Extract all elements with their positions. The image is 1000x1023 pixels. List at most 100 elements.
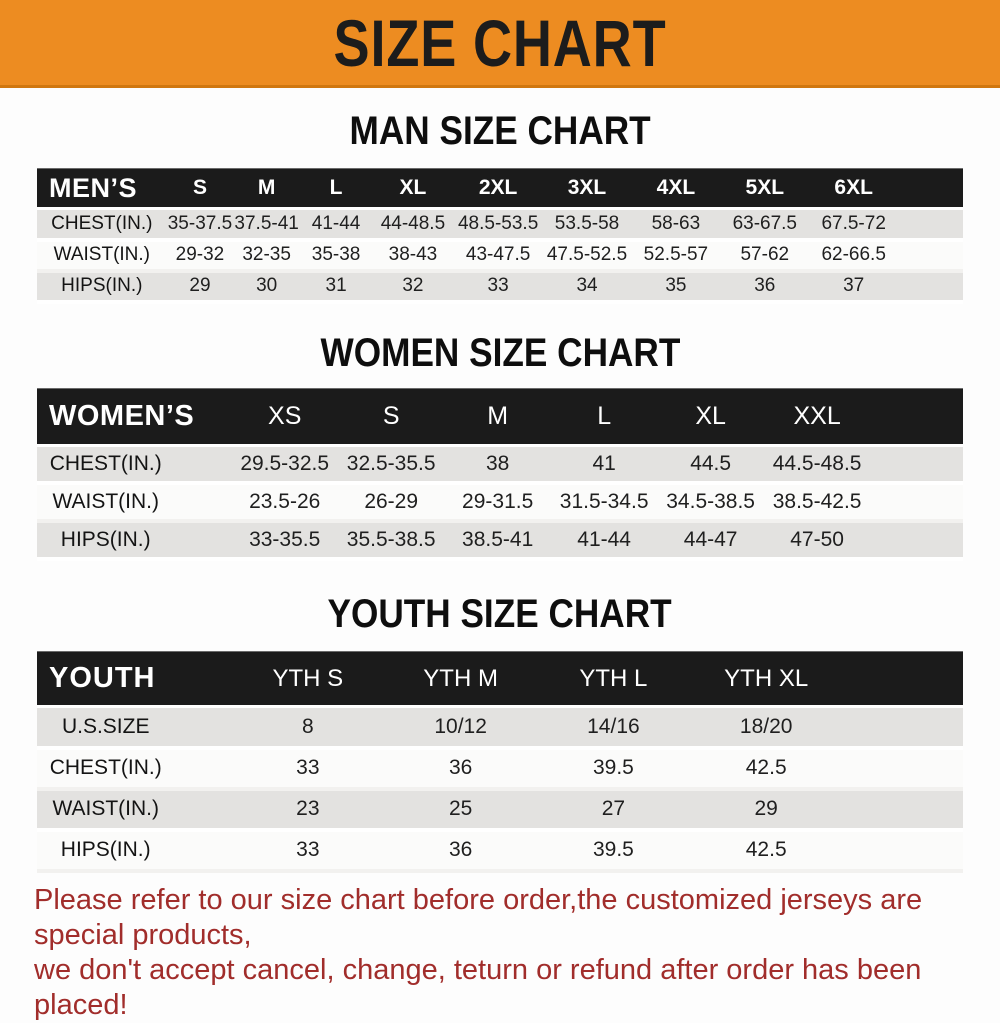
measurement-row: WAIST(IN.) 29-32 32-35 35-38 38-43 43-47.5 47.…	[37, 239, 963, 273]
size-value: 32-35	[233, 239, 300, 273]
size-value: 10/12	[384, 705, 538, 750]
measurement-label: HIPS(IN.)	[37, 521, 232, 561]
table-group-label: WOMEN’S	[37, 387, 232, 445]
size-column-header: M	[233, 168, 300, 209]
size-value: 47.5-52.5	[542, 239, 632, 273]
size-column-header: 2XL	[453, 168, 543, 209]
measurement-row: CHEST(IN.) 35-37.5 37.5-41 41-44 44-48.5 48.5…	[37, 207, 963, 242]
section-men: MAN SIZE CHART MEN’S S M L XL 2XL 3XL 4XL 5XL 6XL…	[0, 110, 1000, 304]
size-column-header: 6XL	[809, 168, 899, 209]
size-value: 42.5	[689, 829, 843, 873]
measurement-row: HIPS(IN.) 33-35.5 35.5-38.5 38.5-41 41-44 44-…	[37, 521, 963, 561]
size-value: 29	[166, 270, 234, 304]
women-section-title: WOMEN SIZE CHART	[320, 330, 680, 375]
page-title-text: SIZE CHART	[333, 5, 667, 80]
filler-cell	[898, 270, 963, 304]
size-value: 34	[542, 270, 632, 304]
size-value: 29-32	[166, 239, 234, 273]
size-column-header: 4XL	[631, 168, 721, 209]
size-value: 37	[809, 270, 899, 304]
size-value: 30	[233, 270, 300, 304]
disclaimer-line-2: we don't accept cancel, change, teturn o…	[34, 953, 922, 1021]
size-value: 33-35.5	[231, 521, 338, 561]
size-value: 23.5-26	[231, 483, 338, 523]
youth-section-title: YOUTH SIZE CHART	[327, 592, 673, 636]
size-value: 36	[384, 829, 538, 873]
measurement-row: WAIST(IN.) 23 25 27 29	[37, 788, 963, 832]
size-value: 29	[689, 788, 843, 832]
size-value: 41	[550, 443, 658, 485]
size-value: 38-43	[372, 239, 454, 273]
size-value: 37.5-41	[233, 207, 300, 242]
measurement-row: HIPS(IN.) 33 36 39.5 42.5	[37, 829, 963, 873]
section-women: WOMEN SIZE CHART WOMEN’S XS S M L XL XXL CHEST(…	[0, 330, 1000, 561]
measurement-label: WAIST(IN.)	[37, 483, 232, 523]
filler-cell	[842, 651, 963, 707]
size-value: 38.5-42.5	[763, 483, 871, 523]
size-value: 34.5-38.5	[657, 483, 764, 523]
size-value: 48.5-53.5	[453, 207, 543, 242]
size-value: 29.5-32.5	[231, 443, 338, 485]
size-value: 42.5	[689, 747, 843, 791]
size-value: 44.5	[657, 443, 764, 485]
size-column-header: 3XL	[542, 168, 632, 209]
measurement-label: CHEST(IN.)	[37, 207, 167, 242]
measurement-row: CHEST(IN.) 33 36 39.5 42.5	[37, 747, 963, 791]
size-value: 44-48.5	[372, 207, 454, 242]
size-column-header: XXL	[763, 387, 871, 445]
size-value: 38	[444, 443, 551, 485]
measurement-row: HIPS(IN.) 29 30 31 32 33 34 35 36 37	[37, 270, 963, 304]
section-youth: YOUTH SIZE CHART YOUTH YTH S YTH M YTH L YTH…	[0, 593, 1000, 873]
page-title: SIZE CHART	[297, 10, 703, 76]
size-value: 36	[384, 747, 538, 791]
youth-size-table: YOUTH YTH S YTH M YTH L YTH XL U.S.SIZE 8 10/12…	[37, 651, 963, 873]
size-value: 39.5	[537, 829, 690, 873]
size-value: 35	[631, 270, 721, 304]
size-value: 47-50	[763, 521, 871, 561]
size-column-header: S	[337, 387, 445, 445]
filler-cell	[870, 521, 963, 561]
measurement-label: HIPS(IN.)	[37, 829, 232, 873]
size-column-header: L	[299, 168, 373, 209]
table-header-row: WOMEN’S XS S M L XL XXL	[37, 387, 963, 445]
size-value: 58-63	[631, 207, 721, 242]
filler-cell	[898, 207, 963, 242]
size-value: 35.5-38.5	[337, 521, 445, 561]
table-group-label: MEN’S	[37, 168, 167, 209]
size-column-header: L	[550, 387, 658, 445]
filler-cell	[842, 829, 963, 873]
size-column-header: YTH L	[537, 651, 690, 707]
size-column-header: 5XL	[720, 168, 810, 209]
size-value: 33	[453, 270, 543, 304]
size-value: 14/16	[537, 705, 690, 750]
size-value: 43-47.5	[453, 239, 543, 273]
measurement-row: U.S.SIZE 8 10/12 14/16 18/20	[37, 705, 963, 750]
size-value: 33	[231, 747, 385, 791]
banner: SIZE CHART	[0, 0, 1000, 88]
table-group-label: YOUTH	[37, 651, 232, 707]
size-value: 31	[299, 270, 373, 304]
size-value: 27	[537, 788, 690, 832]
size-column-header: YTH M	[384, 651, 538, 707]
size-value: 39.5	[537, 747, 690, 791]
men-size-table: MEN’S S M L XL 2XL 3XL 4XL 5XL 6XL CHEST(IN.) 35-37…	[37, 168, 963, 304]
size-column-header: M	[444, 387, 551, 445]
size-value: 67.5-72	[809, 207, 899, 242]
filler-cell	[842, 705, 963, 750]
size-value: 26-29	[337, 483, 445, 523]
measurement-label: CHEST(IN.)	[37, 747, 232, 791]
size-value: 35-38	[299, 239, 373, 273]
filler-cell	[898, 168, 963, 209]
size-value: 33	[231, 829, 385, 873]
size-column-header: XS	[231, 387, 338, 445]
size-value: 53.5-58	[542, 207, 632, 242]
measurement-label: WAIST(IN.)	[37, 239, 167, 273]
measurement-label: U.S.SIZE	[37, 705, 232, 750]
size-value: 57-62	[720, 239, 810, 273]
size-value: 41-44	[550, 521, 658, 561]
women-size-table: WOMEN’S XS S M L XL XXL CHEST(IN.) 29.5-32.5 32.5…	[37, 387, 963, 561]
size-value: 38.5-41	[444, 521, 551, 561]
size-column-header: YTH XL	[689, 651, 843, 707]
filler-cell	[842, 788, 963, 832]
size-value: 44.5-48.5	[763, 443, 871, 485]
